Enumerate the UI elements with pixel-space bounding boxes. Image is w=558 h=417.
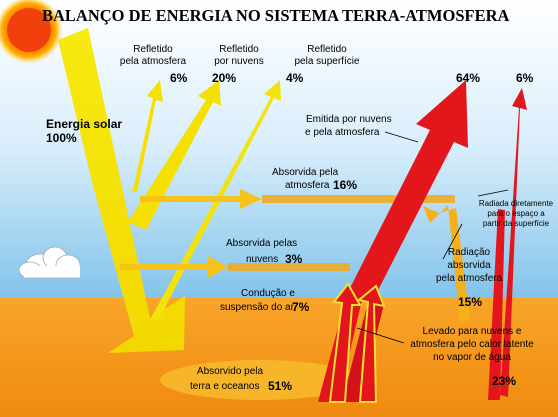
reflected-surface-label-2: pela superfície <box>294 56 360 67</box>
latent-heat-label-2: atmosfera pelo calor latente <box>410 339 534 350</box>
absorbed-atmosphere-label-1: Absorvida pela <box>272 167 339 178</box>
absorbed-clouds-label-2: nuvens <box>246 254 279 265</box>
reflected-atmosphere-value: 6% <box>170 71 188 85</box>
absorbed-atmosphere-value: 16% <box>333 178 358 192</box>
radiated-direct-value: 6% <box>516 71 534 85</box>
radiated-direct-label-1: Radiada diretamente <box>478 199 554 208</box>
reflected-clouds-arrow <box>128 80 221 230</box>
reflected-surface-label-1: Refletido <box>307 44 347 55</box>
conduction-value: 7% <box>292 300 310 314</box>
radiation-absorbed-arrow <box>423 205 470 322</box>
latent-heat-label-3: no vapor de água <box>433 352 511 363</box>
cloud-icon <box>18 246 81 279</box>
diagram-title: BALANÇO DE ENERGIA NO SISTEMA TERRA-ATMO… <box>42 6 510 25</box>
radiated-direct-label-3: partir da superfície <box>482 219 550 228</box>
absorbed-atmosphere-label-2: atmosfera <box>285 180 330 191</box>
absorbed-ground-value: 51% <box>268 379 293 393</box>
absorbed-radiation-label-1: Radiação <box>447 247 491 258</box>
reflected-surface-value: 4% <box>286 71 304 85</box>
absorbed-radiation-value: 15% <box>458 295 483 309</box>
emitted-label-2: e pela atmosfera <box>305 127 380 138</box>
radiation-absorbed-leader <box>442 223 463 260</box>
conduction-label-2: suspensão do ar <box>220 302 294 313</box>
latent-heat-label-1: Levado para nuvens e <box>422 326 522 337</box>
sun <box>7 8 51 52</box>
solar-label: Energia solar <box>46 117 123 131</box>
radiated-direct-label-2: para o espaço a <box>487 209 545 218</box>
solar-value: 100% <box>46 131 77 145</box>
conduction-arrow <box>328 282 362 403</box>
radiated-direct-shaft <box>488 209 505 400</box>
absorbed-radiation-label-3: pela atmosfera <box>436 273 503 284</box>
absorbed-clouds-band <box>228 263 350 271</box>
radiated-direct-arrow <box>500 88 527 397</box>
emitted-arrow <box>345 80 468 302</box>
reflected-atmosphere-arrow <box>128 80 163 192</box>
absorbed-clouds-label-1: Absorvida pelas <box>226 238 298 249</box>
latent-heat-value: 23% <box>492 374 517 388</box>
emitted-label-1: Emitida por nuvens <box>306 114 392 125</box>
latent-heat-leader <box>356 327 405 344</box>
conduction-label-1: Condução e <box>241 288 295 299</box>
radiated-direct-leader <box>477 189 509 197</box>
absorbed-radiation-label-2: absorvida <box>447 260 491 271</box>
reflected-atmosphere-label-1: Refletido <box>133 44 173 55</box>
absorbed-ground-label-2: terra e oceanos <box>190 381 260 392</box>
reflected-clouds-label-2: por nuvens <box>214 56 264 67</box>
latent-heat-arrow <box>356 284 386 403</box>
emitted-leader <box>384 131 419 143</box>
solar-input-arrow <box>58 28 185 353</box>
reflected-clouds-label-1: Refletido <box>219 44 259 55</box>
absorbed-atmosphere-arrow <box>140 189 262 209</box>
absorbed-clouds-arrow <box>120 256 228 278</box>
absorbed-clouds-value: 3% <box>285 252 303 266</box>
ground-absorption <box>160 360 360 400</box>
absorbed-ground-label-1: Absorvido pela <box>196 366 264 377</box>
reflected-atmosphere-label-2: pela atmosfera <box>119 56 187 67</box>
emitted-value: 64% <box>456 71 481 85</box>
reflected-clouds-value: 20% <box>212 71 237 85</box>
